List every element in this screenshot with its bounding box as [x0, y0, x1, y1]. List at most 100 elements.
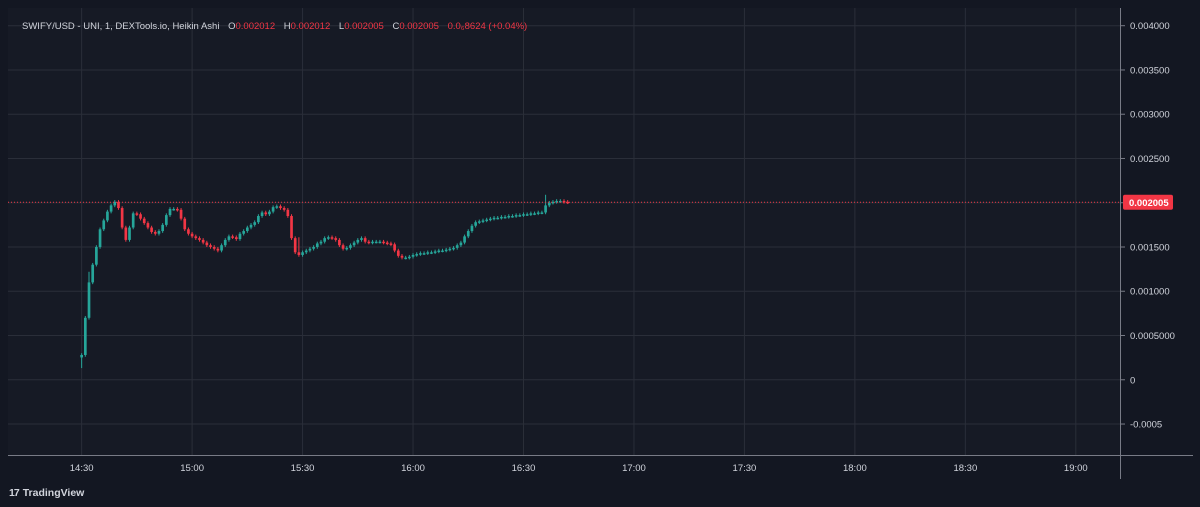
candle-body — [286, 209, 290, 217]
candle-body — [117, 201, 120, 209]
candle-body — [124, 227, 128, 240]
candle-body — [452, 247, 455, 250]
time-tick-label: 15:30 — [291, 463, 315, 474]
candle-body — [474, 222, 477, 226]
time-tick-label: 19:00 — [1064, 463, 1088, 474]
time-tick-label: 17:00 — [622, 463, 646, 474]
candle-body — [485, 219, 489, 222]
candle-body — [430, 252, 433, 254]
candle-body — [282, 208, 286, 210]
candle-body — [404, 257, 408, 260]
candle-body — [275, 206, 279, 208]
last-price-badge — [1123, 194, 1173, 210]
candle-body — [338, 239, 341, 246]
price-axis-svg[interactable]: 0.0040000.0035000.0030000.0025000.002000… — [1121, 8, 1193, 455]
time-axis-svg[interactable]: 14:30 15:00 15:30 16:00 16:30 17:00 17:30 18:00… — [8, 456, 1120, 480]
candle-body — [345, 247, 349, 250]
tradingview-logo-icon: 17 — [9, 487, 20, 499]
candle-body — [83, 317, 87, 355]
candle-body — [374, 241, 378, 244]
price-axis[interactable]: 0.0040000.0035000.0030000.0025000.002000… — [1120, 8, 1193, 455]
candle-body — [503, 216, 507, 219]
candle-body — [396, 250, 400, 256]
candle-body — [312, 246, 315, 249]
candle-body — [297, 252, 301, 255]
legend-open-key: O — [228, 21, 236, 32]
candle-body — [198, 238, 201, 240]
price-tick-label: 0.003000 — [1130, 110, 1170, 121]
brand-name: TradingView — [22, 487, 85, 499]
candle-body — [540, 212, 544, 214]
candle-body — [389, 243, 393, 245]
candle-body — [463, 236, 466, 243]
candle-body — [492, 217, 496, 220]
time-tick-label: 18:30 — [953, 463, 977, 474]
candle-body — [455, 245, 459, 248]
candle-body — [308, 248, 312, 251]
candle-body — [327, 237, 330, 239]
candle-body — [319, 241, 323, 244]
candle-body — [164, 215, 168, 225]
candle-body — [393, 244, 396, 251]
candle-body — [525, 214, 529, 216]
price-tick-label: 0.003500 — [1130, 65, 1170, 76]
candle-body — [444, 249, 448, 252]
candle-body — [547, 202, 551, 206]
price-tick-label: 0.001000 — [1130, 287, 1170, 298]
candle-body — [293, 238, 297, 253]
candle-body — [205, 242, 209, 246]
candle-body — [301, 252, 304, 255]
candle-body — [422, 253, 426, 255]
candle-body — [87, 282, 91, 318]
candle-body — [168, 208, 172, 216]
candle-body — [223, 239, 227, 246]
legend-high-key: H — [283, 21, 291, 32]
candle-body — [271, 207, 275, 212]
last-price-label: 0.002005 — [1129, 198, 1169, 209]
candle-body — [334, 238, 338, 240]
legend-close-key: C — [392, 21, 400, 32]
candle-body — [385, 242, 389, 245]
chart-pane[interactable]: SWIFY/USD - UNI, 1, DEXTools.io, Heikin … — [8, 8, 1120, 455]
legend-symbol: SWIFY/USD - UNI, 1, DEXTools.io, Heikin … — [22, 21, 220, 32]
time-tick-label: 17:30 — [733, 463, 757, 474]
legend-change: 0.0₆8624 (+0.04%) — [447, 21, 528, 32]
tradingview-brand[interactable]: 17 TradingView — [9, 487, 84, 499]
candle-body — [194, 236, 198, 239]
candle-body — [253, 222, 257, 225]
plot-svg[interactable] — [8, 8, 1120, 455]
candle-body — [536, 212, 540, 214]
candle-body — [400, 255, 404, 258]
candle-body — [378, 241, 382, 244]
candle-body — [470, 225, 474, 232]
candle-body — [257, 216, 260, 223]
legend-high-value: 0.002012 — [290, 21, 331, 32]
candle-body — [448, 248, 452, 251]
candle-body — [477, 221, 481, 223]
candle-body — [242, 231, 245, 234]
axis-corner — [1120, 455, 1193, 480]
candle-body — [371, 241, 374, 244]
candle-body — [356, 239, 360, 243]
time-axis[interactable]: 14:30 15:00 15:30 16:00 16:30 17:00 17:30 18:00… — [8, 455, 1120, 480]
candle-body — [304, 250, 308, 253]
candle-body — [113, 201, 117, 206]
candle-body — [161, 224, 164, 232]
candle-body — [220, 245, 223, 251]
candle-body — [227, 236, 231, 240]
candle-body — [360, 238, 363, 240]
candle-body — [507, 216, 511, 218]
candle-body — [330, 237, 334, 239]
candle-body — [190, 233, 194, 237]
price-tick-label: 0 — [1130, 375, 1135, 386]
candle-body — [511, 216, 514, 218]
legend-low-key: L — [338, 21, 345, 32]
candle-body — [260, 212, 264, 217]
candle-body — [201, 239, 205, 243]
candle-body — [106, 211, 109, 221]
candle-body — [179, 209, 183, 219]
candle-body — [264, 212, 268, 215]
candle-body — [352, 242, 356, 246]
candle-body — [367, 241, 371, 244]
candle-body — [437, 250, 441, 253]
